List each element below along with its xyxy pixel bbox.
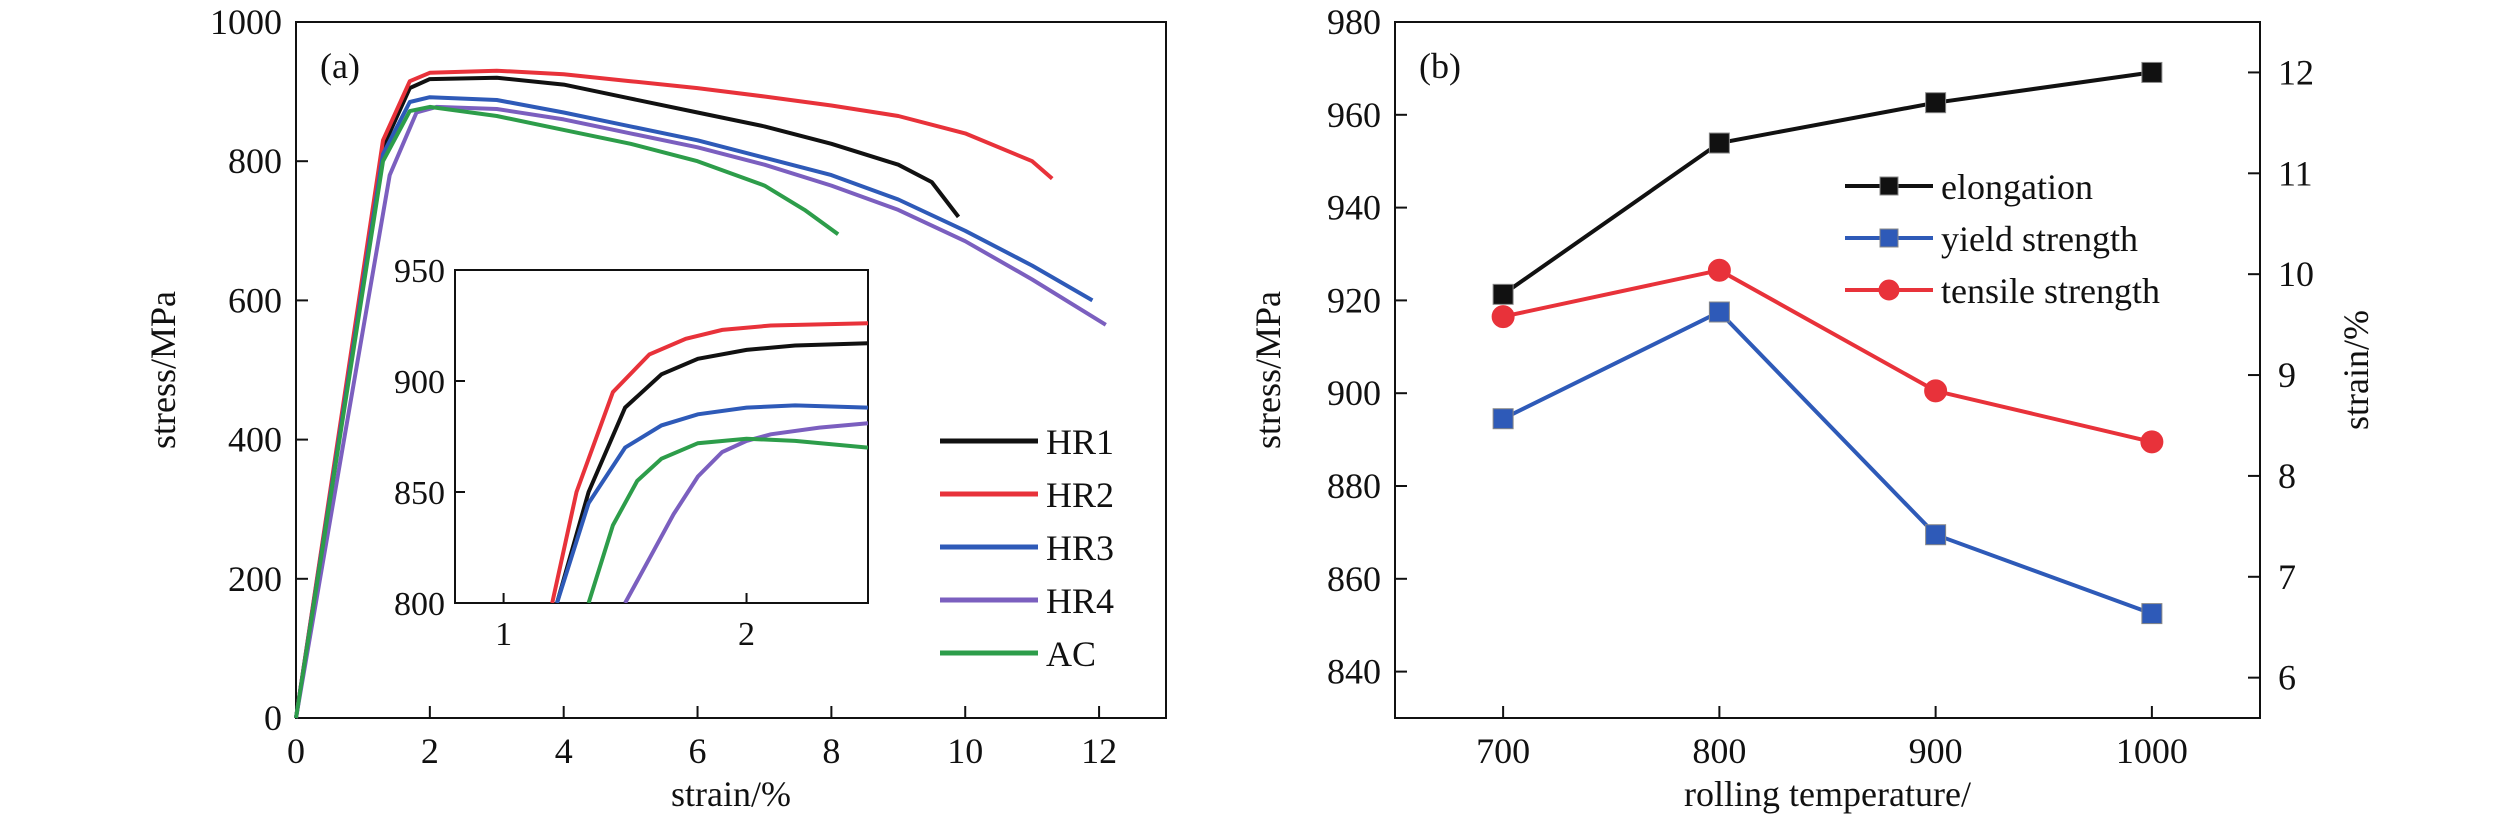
legend-marker-tensile-strength: [1878, 279, 1900, 301]
panel-a-x-tick-label: 2: [421, 731, 439, 771]
series-line-hr3: [294, 95, 1094, 719]
inset-x-tick-label: 2: [738, 616, 755, 653]
data-point-tensile-strength: [1924, 379, 1948, 403]
inset-y-tick-label: 900: [394, 364, 445, 401]
data-point-yield-strength: [1708, 301, 1730, 323]
panel-a-y-axis-label: stress/MPa: [143, 291, 183, 449]
data-point-tensile-strength: [2140, 430, 2164, 454]
panel-b-y-tick-label: 960: [1327, 95, 1381, 135]
panel-a-frame: [295, 21, 1167, 719]
panel-a-x-tick-label: 6: [689, 731, 707, 771]
panel-a-x-tick-label: 4: [555, 731, 573, 771]
panel-b-y-tick-label: 860: [1327, 559, 1381, 599]
panel-b-x-tick-label: 800: [1692, 731, 1746, 771]
legend-marker-yield-strength: [1879, 228, 1899, 248]
panel-a-x-tick-label: 10: [947, 731, 983, 771]
panel-b-y2-tick-label: 7: [2278, 557, 2296, 597]
inset-series-line-hr1: [555, 341, 868, 603]
panel-b-y-tick-label: 880: [1327, 466, 1381, 506]
series-line-tensile-strength: [1502, 268, 2153, 444]
legend-label-hr4: HR4: [1046, 581, 1114, 621]
data-point-tensile-strength: [1707, 258, 1731, 282]
inset-y-tick-label: 950: [394, 253, 445, 290]
data-point-elongation: [2141, 61, 2163, 83]
legend-label-tensile-strength: tensile strength: [1941, 271, 2160, 311]
legend-label-hr2: HR2: [1046, 475, 1114, 515]
data-point-yield-strength: [1492, 408, 1514, 430]
data-point-yield-strength: [1925, 524, 1947, 546]
series-line-ac: [294, 104, 840, 719]
panel-b-label: (b): [1419, 46, 1461, 86]
series-line-elongation: [1501, 70, 2153, 296]
panel-b-y2-tick-label: 10: [2278, 254, 2314, 294]
data-point-tensile-strength: [1491, 305, 1515, 329]
panel-b-x-tick-label: 1000: [2116, 731, 2188, 771]
panel-b-y2-tick-label: 11: [2278, 153, 2313, 193]
inset-y-tick-label: 800: [394, 586, 445, 623]
panel-b-y-tick-label: 900: [1327, 373, 1381, 413]
panel-b-y2-tick-label: 9: [2278, 355, 2296, 395]
legend-label-hr1: HR1: [1046, 422, 1114, 462]
panel-b-y2-tick-label: 12: [2278, 52, 2314, 92]
panel-b-frame: [1394, 21, 2261, 719]
panel-b-y-tick-label: 980: [1327, 2, 1381, 42]
panel-b-y-tick-label: 940: [1327, 188, 1381, 228]
panel-a-y-tick-label: 800: [228, 141, 282, 181]
legend-label-elongation: elongation: [1941, 167, 2093, 207]
data-point-yield-strength: [2141, 603, 2163, 625]
series-line-yield-strength: [1502, 309, 2153, 616]
panel-a-x-axis-label: strain/%: [671, 774, 791, 814]
inset-series-line-ac: [586, 436, 868, 603]
inset-x-tick-label: 1: [495, 616, 512, 653]
legend-label-yield-strength: yield strength: [1941, 219, 2138, 259]
panel-a-label: (a): [320, 46, 360, 86]
legend-label-ac: AC: [1046, 634, 1096, 674]
panel-a-y-tick-label: 200: [228, 559, 282, 599]
panel-a-x-tick-label: 8: [822, 731, 840, 771]
series-line-hr4: [294, 104, 1107, 719]
panel-b-y-tick-label: 840: [1327, 652, 1381, 692]
panel-a-x-tick-label: 12: [1081, 731, 1117, 771]
panel-a-y-tick-label: 1000: [210, 2, 282, 42]
panel-b-x-axis-label: rolling temperature/: [1684, 774, 1971, 814]
data-point-elongation: [1708, 132, 1730, 154]
inset-series-line-hr3: [555, 403, 868, 603]
data-point-elongation: [1925, 92, 1947, 114]
legend-marker-elongation: [1879, 176, 1899, 196]
legend-label-hr3: HR3: [1046, 528, 1114, 568]
panel-a-y-tick-label: 600: [228, 280, 282, 320]
series-line-hr1: [294, 75, 961, 719]
inset-series-line-hr4: [623, 421, 868, 603]
panel-a-x-tick-label: 0: [287, 731, 305, 771]
series-line-hr2: [294, 68, 1054, 719]
panel-b-y-tick-label: 920: [1327, 280, 1381, 320]
inset-frame: [454, 269, 869, 604]
panel-b-y-axis-label: stress/MPa: [1248, 291, 1288, 449]
data-point-elongation: [1492, 283, 1514, 305]
inset-series-line-hr2: [550, 321, 868, 603]
panel-a-y-tick-label: 0: [264, 698, 282, 738]
panel-a-y-tick-label: 400: [228, 420, 282, 460]
panel-b-x-tick-label: 900: [1909, 731, 1963, 771]
panel-b-x-tick-label: 700: [1476, 731, 1530, 771]
panel-b-y2-tick-label: 8: [2278, 456, 2296, 496]
panel-b-y2-tick-label: 6: [2278, 658, 2296, 698]
inset-y-tick-label: 850: [394, 475, 445, 512]
panel-b-y2-axis-label: strain/%: [2336, 310, 2376, 430]
